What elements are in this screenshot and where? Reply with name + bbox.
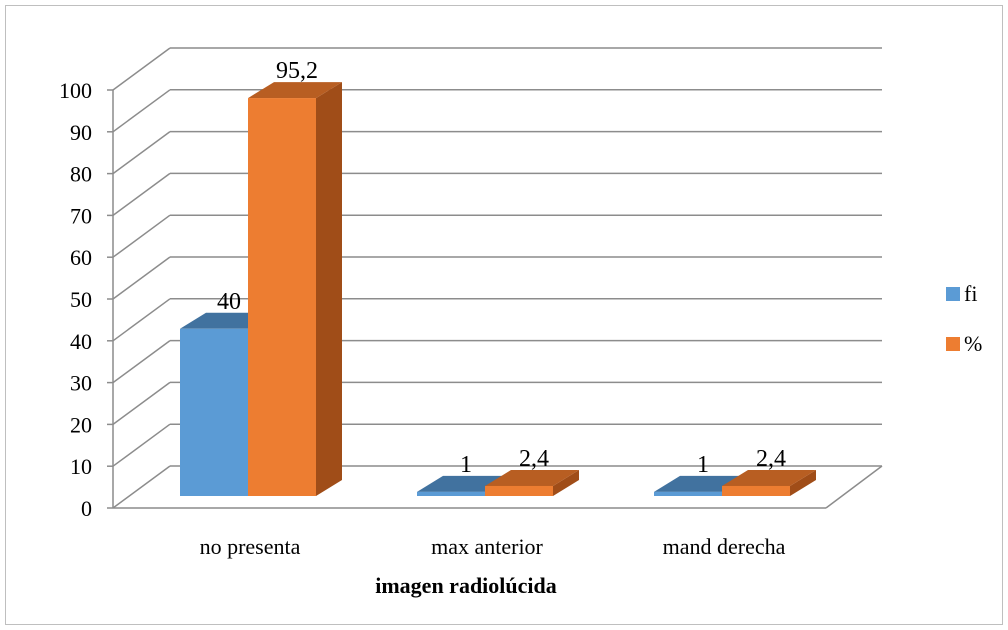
- y-axis-ticks: 0 10 20 30 40 50 60 70 80 90 100: [59, 78, 92, 521]
- data-label: 2,4: [756, 446, 786, 472]
- floor-right-edge: [825, 465, 883, 509]
- data-label: 95,2: [276, 58, 318, 84]
- x-category-label: mand derecha: [663, 534, 786, 559]
- wall-gridline: [112, 465, 171, 509]
- wall-gridline: [112, 339, 171, 384]
- legend: fi%: [946, 281, 982, 356]
- data-labels: 40 95,2 1 2,4 1 2,4: [217, 58, 786, 478]
- y-tick-label: 100: [59, 78, 92, 103]
- legend-item-percent: %: [946, 331, 982, 356]
- chart-frame: [5, 5, 1003, 625]
- y-tick-label: 40: [70, 329, 92, 354]
- wall-gridline: [112, 381, 171, 426]
- bar-side-face: [790, 469, 816, 496]
- x-axis-title: imagen radiolúcida: [375, 573, 557, 598]
- wall-gridline: [112, 423, 171, 467]
- bar-top-face: [722, 469, 816, 486]
- x-category-label: max anterior: [431, 534, 543, 559]
- wall-gridline: [112, 172, 171, 217]
- y-tick-label: 80: [70, 162, 92, 187]
- y-tick-label: 90: [70, 120, 92, 145]
- data-label: 1: [697, 452, 709, 478]
- bar-percent-0: [248, 82, 342, 497]
- x-category-label: no presenta: [200, 534, 301, 559]
- data-label: 40: [217, 289, 241, 315]
- bar-front-face: [417, 491, 485, 496]
- y-tick-label: 30: [70, 371, 92, 396]
- bar-percent-1: [485, 469, 579, 496]
- bar-top-face: [485, 469, 579, 486]
- bar-front-face: [654, 491, 722, 496]
- data-label: 1: [460, 452, 472, 478]
- legend-label: fi: [964, 281, 977, 306]
- wall-gridline: [112, 214, 171, 258]
- wall-gridline: [112, 298, 171, 342]
- bar-side-face: [553, 469, 579, 496]
- x-axis-categories: no presenta max anterior mand derecha: [200, 534, 786, 559]
- legend-swatch: [946, 287, 960, 301]
- bar-front-face: [180, 328, 248, 496]
- legend-item-fi: fi: [946, 281, 977, 306]
- bar-percent-2: [722, 469, 816, 496]
- y-tick-label: 70: [70, 203, 92, 228]
- wall-gridline: [112, 256, 171, 300]
- legend-swatch: [946, 337, 960, 351]
- bar-front-face: [485, 485, 553, 496]
- y-tick-label: 10: [70, 454, 92, 479]
- bar-top-face: [248, 82, 342, 99]
- bars: [180, 82, 816, 497]
- bar-front-face: [722, 485, 790, 496]
- wall-gridline: [112, 47, 171, 91]
- bar-front-face: [248, 98, 316, 497]
- y-tick-label: 0: [81, 496, 92, 521]
- y-tick-label: 20: [70, 412, 92, 437]
- y-tick-label: 50: [70, 287, 92, 312]
- data-label: 2,4: [519, 446, 549, 472]
- bar-side-face: [316, 82, 342, 497]
- wall-gridline: [112, 130, 171, 175]
- legend-label: %: [964, 331, 982, 356]
- wall-gridline: [112, 89, 171, 133]
- y-tick-label: 60: [70, 245, 92, 270]
